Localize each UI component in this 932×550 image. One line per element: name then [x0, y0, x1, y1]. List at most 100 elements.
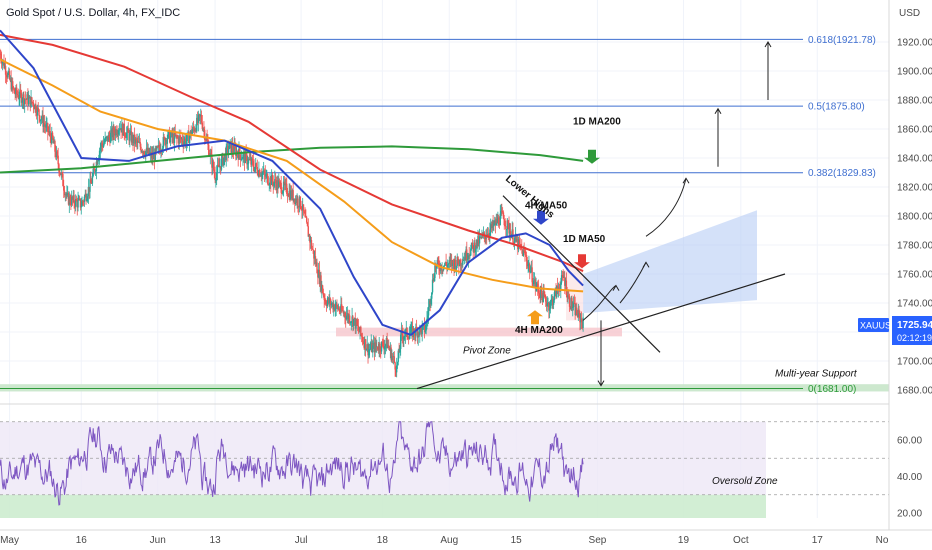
candle-body: [143, 151, 145, 155]
candle-body: [327, 298, 329, 302]
candle-body: [555, 288, 557, 298]
candle-body: [118, 129, 121, 131]
candle-body: [358, 330, 360, 333]
candle-body: [187, 131, 189, 134]
candle-body: [122, 123, 125, 136]
candle-body: [38, 109, 40, 116]
candle-body: [408, 334, 411, 339]
candle-body: [549, 301, 552, 309]
candle-body: [302, 204, 305, 212]
candle-body: [368, 348, 371, 350]
candle-body: [51, 132, 53, 144]
projection-curve-2-head: [642, 261, 650, 268]
candle-body: [581, 322, 584, 328]
candle-body: [233, 144, 235, 153]
candle-body: [305, 217, 308, 223]
candle-body: [157, 146, 159, 148]
price-tick-label: 1740.00: [897, 299, 932, 310]
candle-body: [15, 87, 17, 95]
candle-body: [251, 158, 253, 165]
candle-body: [33, 106, 35, 110]
candle-body: [105, 137, 107, 139]
candle-body: [266, 174, 269, 184]
candle-body: [110, 132, 112, 143]
rsi-axis: 20.00 40.00 60.00: [897, 436, 922, 520]
candle-body: [466, 249, 468, 260]
candle-body: [148, 148, 150, 155]
time-tick-label: Oct: [733, 535, 749, 546]
candle-body: [90, 179, 92, 184]
candle-body: [141, 151, 144, 153]
candle-body: [137, 140, 139, 143]
candle-body: [153, 154, 155, 160]
candle-body: [491, 221, 493, 228]
candle-body: [55, 151, 58, 157]
candle-body: [572, 302, 575, 308]
candle-body: [372, 342, 375, 346]
candle-body: [89, 179, 91, 192]
candle-body: [490, 224, 493, 228]
candle-body: [169, 135, 172, 143]
candle-body: [372, 345, 374, 353]
candle-body: [441, 269, 443, 271]
candle-body: [546, 303, 548, 307]
candle-body: [350, 322, 352, 323]
candle-body: [317, 273, 319, 278]
candle-body: [197, 114, 200, 123]
candle-body: [36, 107, 39, 116]
candle-body: [222, 154, 224, 165]
candle-body: [435, 264, 438, 269]
candle-body: [574, 302, 576, 316]
candle-body: [210, 152, 212, 155]
candle-body: [478, 236, 481, 244]
candle-body: [215, 172, 218, 181]
candle-body: [171, 131, 173, 138]
candle-body: [287, 195, 290, 197]
time-tick-label: 15: [511, 535, 523, 546]
candle-body: [500, 210, 502, 214]
candle-body: [498, 224, 501, 226]
candle-body: [472, 245, 474, 252]
candle-body: [16, 94, 19, 96]
candle-body: [239, 154, 242, 161]
candle-body: [542, 290, 544, 302]
candle-body: [342, 310, 345, 314]
candle-body: [133, 134, 135, 144]
candle-body: [414, 334, 416, 336]
candle-body: [255, 163, 258, 167]
candle-body: [79, 198, 82, 208]
candle-body: [533, 279, 536, 281]
candle-body: [575, 307, 577, 316]
candle-body: [456, 256, 458, 266]
candle-body: [462, 260, 465, 262]
candle-body: [465, 249, 467, 260]
time-axis[interactable]: May 16 Jun 13 Jul 18 Aug 15 Sep 19 Oct 17 No: [0, 529, 932, 546]
candle-body: [82, 201, 84, 203]
candle-body: [193, 128, 196, 132]
candle-body: [470, 242, 473, 249]
candle-body: [505, 229, 508, 230]
candle-body: [258, 170, 261, 177]
candle-body: [388, 347, 391, 351]
candle-body: [217, 164, 219, 166]
candle-body: [556, 285, 559, 290]
candle-body: [20, 92, 23, 103]
candle-body: [393, 356, 396, 363]
candle-body: [1, 61, 4, 64]
candle-body: [381, 341, 384, 343]
candle-body: [343, 312, 345, 314]
candle-body: [239, 148, 241, 155]
candle-body: [39, 119, 42, 121]
candle-body: [517, 239, 519, 250]
candle-body: [242, 154, 244, 159]
candle-body: [115, 129, 118, 135]
candle-body: [403, 337, 405, 340]
candle-body: [332, 302, 334, 310]
candle-body: [113, 127, 115, 134]
candle-body: [23, 94, 25, 105]
candle-body: [467, 255, 470, 260]
candle-body: [198, 114, 200, 116]
price-tick-label: 1700.00: [897, 357, 932, 368]
candle-body: [550, 300, 552, 302]
